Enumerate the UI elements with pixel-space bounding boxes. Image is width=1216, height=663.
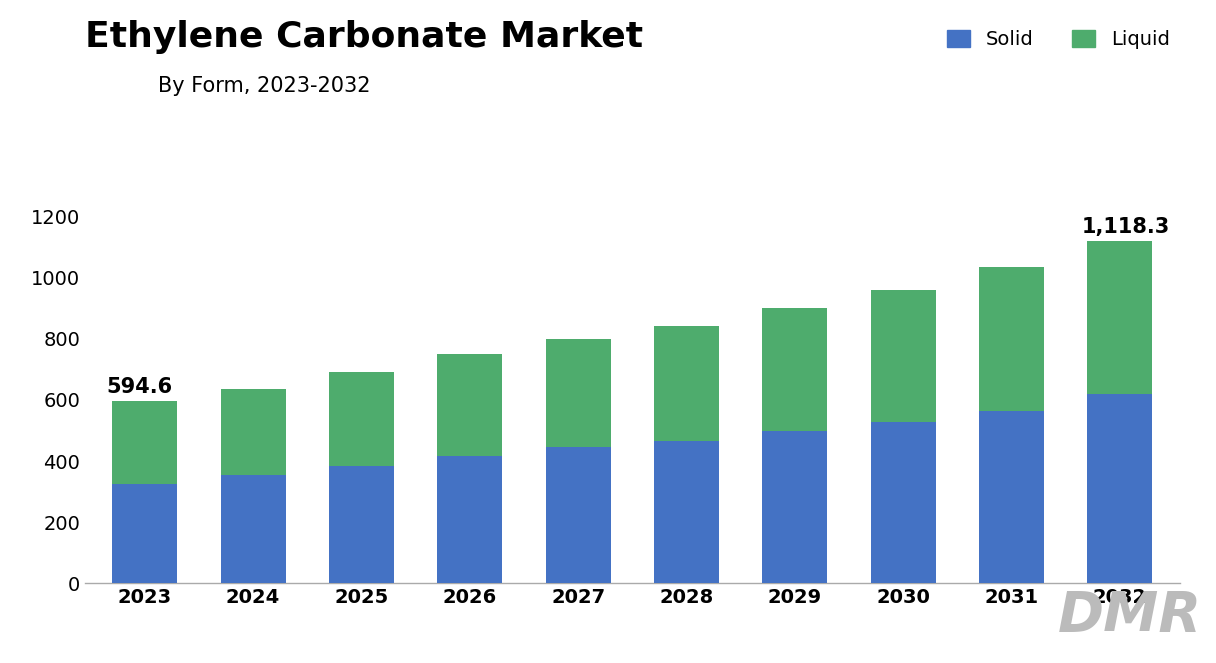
Bar xyxy=(654,441,719,583)
Bar xyxy=(220,475,286,583)
Text: 1,118.3: 1,118.3 xyxy=(1081,217,1170,237)
Bar xyxy=(871,290,936,422)
Text: Ethylene Carbonate Market: Ethylene Carbonate Market xyxy=(85,20,643,54)
Bar xyxy=(979,267,1045,411)
Bar xyxy=(438,354,502,456)
Bar xyxy=(1087,394,1153,583)
Bar xyxy=(762,432,827,583)
Bar xyxy=(546,448,610,583)
Text: DMR: DMR xyxy=(1058,589,1203,643)
Bar xyxy=(220,389,286,475)
Bar xyxy=(979,411,1045,583)
Bar xyxy=(328,373,394,465)
Legend: Solid, Liquid: Solid, Liquid xyxy=(946,30,1170,49)
Text: 594.6: 594.6 xyxy=(106,377,173,397)
Text: By Form, 2023-2032: By Form, 2023-2032 xyxy=(158,76,371,96)
Bar xyxy=(328,465,394,583)
Bar xyxy=(546,339,610,448)
Bar xyxy=(438,456,502,583)
Bar xyxy=(762,308,827,432)
Bar xyxy=(1087,241,1153,394)
Bar xyxy=(871,422,936,583)
Bar xyxy=(654,326,719,441)
Bar xyxy=(112,484,178,583)
Bar xyxy=(112,402,178,484)
